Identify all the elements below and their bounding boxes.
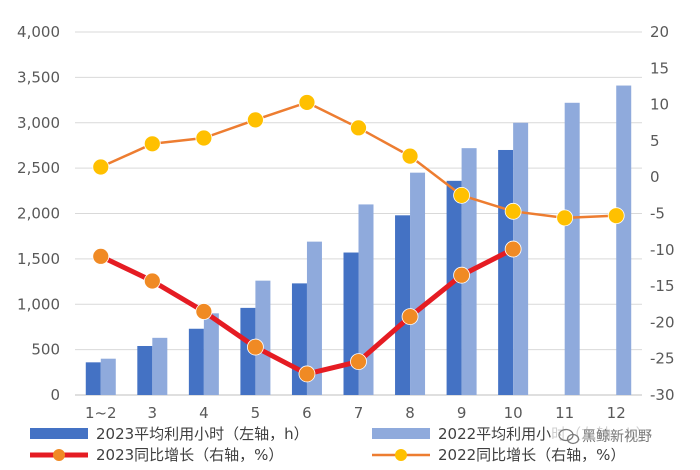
left-tick-label: 1,000: [17, 295, 60, 313]
right-tick-label: -10: [650, 241, 675, 259]
left-tick-label: 2,500: [17, 159, 60, 177]
x-tick-label: 4: [199, 404, 209, 422]
series-marker: [298, 94, 316, 111]
bar: [100, 358, 116, 395]
left-tick-label: 2,000: [17, 205, 60, 223]
series-marker: [556, 209, 574, 227]
series-marker: [350, 353, 367, 371]
x-tick-label: 7: [354, 404, 364, 422]
x-tick-label: 9: [457, 404, 467, 422]
wechat-icon: [558, 428, 580, 445]
series-marker: [453, 266, 470, 284]
right-tick-label: 10: [650, 96, 669, 114]
series-marker: [607, 207, 625, 225]
series-marker: [143, 272, 161, 290]
bar: [152, 337, 168, 395]
legend-marker: [395, 449, 407, 461]
watermark: 黑鲸新视野: [552, 422, 700, 448]
bar: [498, 149, 514, 395]
bar: [306, 241, 322, 395]
x-tick-label: 3: [148, 404, 158, 422]
series-marker: [298, 365, 316, 383]
wechat-bubble-small: [566, 433, 580, 445]
bar: [343, 252, 359, 395]
right-tick-label: -5: [650, 205, 665, 223]
legend-label: 2023同比增长（右轴，%）: [96, 446, 283, 464]
left-tick-label: 4,000: [17, 23, 60, 41]
series-marker: [401, 308, 419, 325]
x-tick-label: 10: [504, 404, 523, 422]
right-tick-label: 5: [650, 132, 660, 150]
left-tick-label: 500: [31, 341, 60, 359]
watermark-text: 黑鲸新视野: [582, 429, 652, 445]
x-tick-label: 5: [251, 404, 261, 422]
right-tick-label: -15: [650, 277, 675, 295]
left-tick-label: 0: [50, 386, 60, 404]
x-tick-label: 8: [405, 404, 415, 422]
series-marker: [195, 303, 213, 320]
right-tick-label: 15: [650, 59, 669, 77]
legend-swatch: [372, 428, 430, 439]
x-tick-label: 1~2: [85, 404, 117, 422]
line-series: [92, 94, 625, 383]
bar: [255, 280, 271, 395]
right-tick-label: 0: [650, 168, 660, 186]
axis-ticks: 0 500 1,000 1,500 2,000 2,500 3,000 3,500 4,000 -…: [17, 23, 674, 422]
series-marker: [92, 158, 110, 176]
series-marker: [247, 111, 264, 129]
series-marker: [504, 240, 522, 258]
bar: [240, 307, 256, 395]
series-marker: [401, 147, 419, 165]
right-tick-label: -25: [650, 350, 675, 368]
series-marker: [350, 119, 367, 137]
left-tick-label: 3,000: [17, 114, 60, 132]
bar: [564, 102, 580, 395]
bar: [188, 328, 204, 395]
series-marker: [504, 202, 522, 220]
series-marker: [195, 129, 213, 147]
bar-series: [85, 85, 632, 395]
left-tick-label: 3,500: [17, 68, 60, 86]
legend-swatch: [30, 428, 88, 439]
bar: [410, 172, 426, 395]
right-tick-label: -20: [650, 313, 675, 331]
left-tick-label: 1,500: [17, 250, 60, 268]
legend-marker: [53, 449, 65, 461]
bar: [513, 122, 529, 395]
bar: [85, 362, 101, 395]
x-tick-label: 6: [302, 404, 312, 422]
series-marker: [247, 338, 264, 356]
series-marker: [92, 247, 110, 265]
x-tick-label: 11: [555, 404, 574, 422]
legend-label: 2022同比增长（右轴，%）: [438, 446, 625, 464]
bar: [358, 204, 374, 395]
series-marker: [143, 135, 161, 153]
bar: [446, 180, 462, 395]
x-tick-label: 12: [607, 404, 626, 422]
right-tick-label: 20: [650, 23, 669, 41]
watermark-bg: [552, 422, 700, 448]
bar: [616, 85, 632, 395]
legend-label: 2023平均利用小时（左轴，h）: [96, 425, 309, 443]
series-marker: [453, 186, 470, 204]
bar: [395, 215, 411, 395]
right-tick-label: -30: [650, 386, 675, 404]
bar: [203, 313, 219, 395]
bar: [137, 345, 153, 395]
